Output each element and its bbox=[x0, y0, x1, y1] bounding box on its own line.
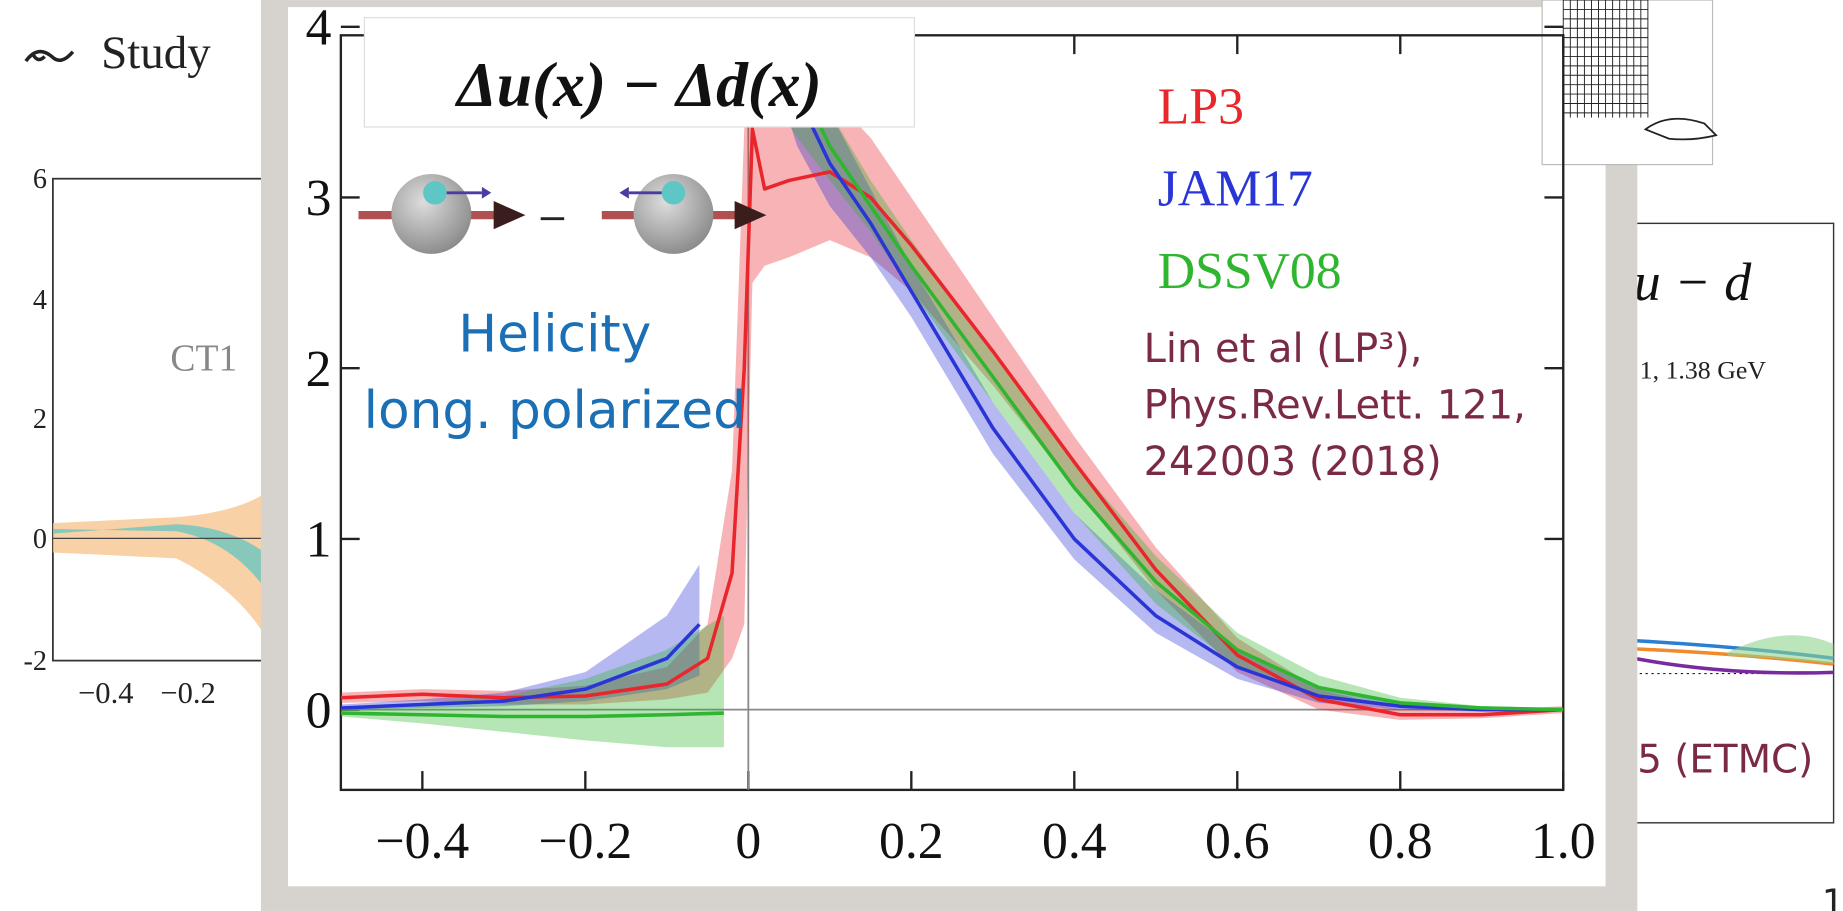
page-number: 1 bbox=[1822, 882, 1843, 911]
x-tick-label: 0.8 bbox=[1368, 813, 1433, 870]
series-line bbox=[340, 35, 1564, 712]
x-tick-label: 0 bbox=[735, 813, 761, 870]
sublabel: 1, 1.38 GeV bbox=[1640, 356, 1767, 385]
x-tick-label: −0.4 bbox=[375, 813, 469, 870]
legend-label: JAM17 bbox=[1158, 161, 1313, 218]
tick-label: 0 bbox=[33, 524, 47, 555]
tick-label: −0.4 bbox=[78, 676, 133, 710]
error-band bbox=[340, 35, 1564, 712]
series-line bbox=[340, 35, 1564, 719]
fleuron-icon bbox=[24, 49, 75, 63]
x-tick-label: 0.4 bbox=[1042, 813, 1107, 870]
tick-label: 2 bbox=[33, 404, 47, 435]
x-tick-label: 0.6 bbox=[1205, 813, 1270, 870]
annotation: Helicity bbox=[458, 304, 651, 364]
series-line bbox=[340, 127, 1564, 717]
plot-frame bbox=[339, 34, 1565, 792]
tick-label: 4 bbox=[33, 285, 47, 316]
annotation: long. polarized bbox=[364, 381, 746, 441]
plot: 0 1 2 3 4 −0.4 −0.2 0 0.2 0.4 0.6 0.8 1.0 bbox=[306, 0, 1596, 870]
title-box bbox=[363, 17, 916, 128]
heading: Study bbox=[101, 27, 211, 79]
frame bbox=[1621, 222, 1835, 824]
tick-label: 6 bbox=[33, 164, 47, 195]
label: CT1 bbox=[170, 337, 237, 379]
citation: Lin et al (LP³), bbox=[1144, 326, 1423, 372]
citation: 242003 (2018) bbox=[1144, 439, 1442, 485]
y-tick-label: 1 bbox=[306, 512, 332, 569]
y-tick-label: 4 bbox=[306, 0, 332, 56]
chart-title: Δu(x) − Δd(x) bbox=[454, 49, 822, 120]
y-tick-label: 2 bbox=[306, 341, 332, 398]
lattice-logo bbox=[1541, 0, 1718, 166]
helicity-icon bbox=[358, 173, 767, 254]
legend-label: DSSV08 bbox=[1158, 243, 1342, 300]
background-left-plot: CT1 6 4 2 0 -2 −0.4 −0.2 bbox=[24, 164, 278, 710]
background-right-plot: u − d 1, 1.38 GeV 5 (ETMC) bbox=[1621, 222, 1835, 824]
citation: 5 (ETMC) bbox=[1637, 737, 1813, 782]
citation: Phys.Rev.Lett. 121, bbox=[1144, 382, 1526, 428]
band bbox=[52, 524, 265, 588]
x-tick-label: 1.0 bbox=[1531, 813, 1596, 870]
crocodile bbox=[1643, 117, 1718, 141]
label: u − d bbox=[1634, 252, 1753, 312]
x-tick-label: 0.2 bbox=[879, 813, 944, 870]
y-tick-label: 3 bbox=[306, 170, 332, 227]
tick-label: -2 bbox=[24, 646, 47, 677]
y-tick-label: 0 bbox=[306, 682, 332, 739]
image-background bbox=[287, 7, 1606, 887]
band bbox=[1727, 635, 1834, 665]
series-layer bbox=[340, 35, 1564, 790]
band bbox=[52, 493, 265, 635]
curve bbox=[1633, 656, 1834, 675]
x-tick-label: −0.2 bbox=[538, 813, 632, 870]
legend-label: LP3 bbox=[1158, 78, 1244, 135]
tick-label: −0.2 bbox=[160, 676, 215, 710]
